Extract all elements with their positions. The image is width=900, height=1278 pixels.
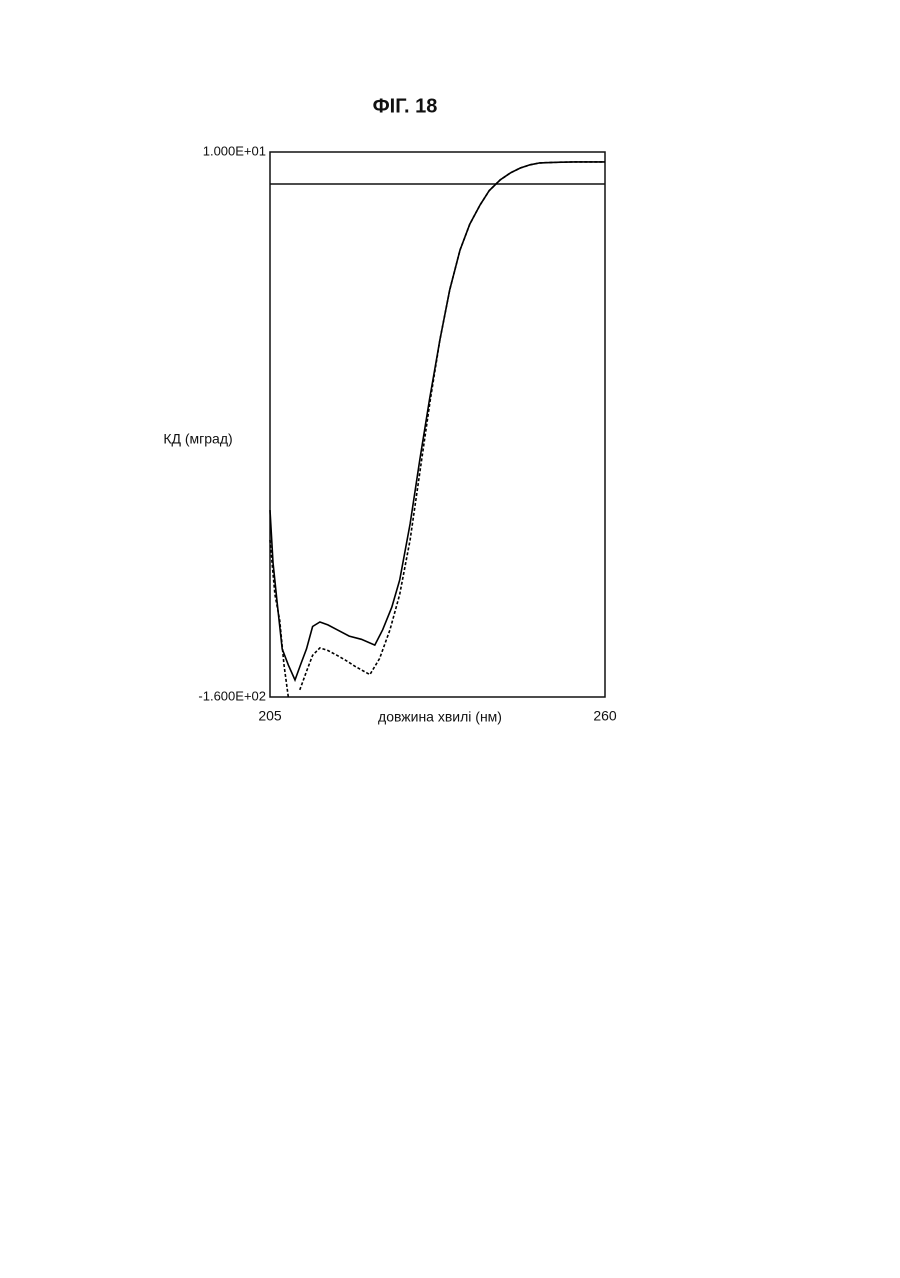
data-line [270,162,605,697]
data-line [270,162,605,680]
x-tick-label: 260 [593,708,617,724]
y-tick-label: -1.600E+02 [198,688,266,703]
plot-frame [270,152,605,697]
x-tick-label: 205 [258,708,282,724]
y-axis-label: КД (мград) [163,431,232,447]
y-tick-label: 1.000E+01 [203,143,266,158]
page: ФІГ. 18 КД (мград) довжина хвилі (нм) 1.… [0,0,900,1273]
x-axis-label: довжина хвилі (нм) [378,709,502,725]
chart-title: ФІГ. 18 [373,95,438,117]
